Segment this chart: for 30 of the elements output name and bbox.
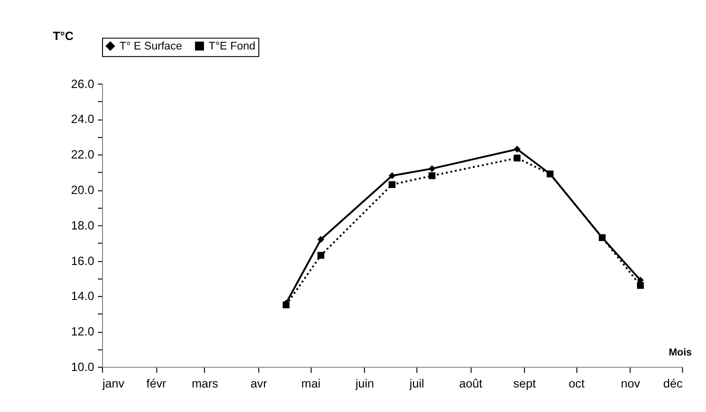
y-tick-label: 12.0 xyxy=(70,324,95,339)
x-tick-label: juin xyxy=(354,376,374,391)
point xyxy=(637,282,644,289)
legend-label: T° E Surface xyxy=(120,40,182,53)
x-axis-title: Mois xyxy=(668,347,692,358)
x-tick-label: avr xyxy=(250,376,268,391)
y-tick-label: 10.0 xyxy=(70,360,95,374)
x-tick-label: août xyxy=(459,376,483,391)
x-tick-label: nov xyxy=(620,376,640,391)
point xyxy=(388,181,396,188)
y-tick-label: 18.0 xyxy=(70,218,95,232)
y-tick-label: 14.0 xyxy=(70,289,95,304)
x-tick-label: oct xyxy=(568,376,586,391)
x-tick-label: mai xyxy=(301,376,321,391)
x-tick-label: janv xyxy=(102,376,124,391)
point xyxy=(317,252,324,259)
point xyxy=(514,154,521,162)
x-tick-label: mars xyxy=(192,376,218,391)
x-tick-label: févr xyxy=(146,376,166,391)
legend-label: T°E Fond xyxy=(208,40,256,53)
point xyxy=(428,172,436,180)
x-tick-label: déc xyxy=(663,376,683,391)
y-tick-label: 26.0 xyxy=(70,76,95,91)
y-axis-title: T°C xyxy=(52,29,74,44)
x-tick-label: juil xyxy=(408,376,424,391)
y-tick-label: 16.0 xyxy=(70,254,95,268)
y-tick-label: 22.0 xyxy=(70,148,95,162)
x-tick-label: sept xyxy=(513,376,536,391)
y-tick-label: 20.0 xyxy=(70,183,95,198)
y-tick-label: 24.0 xyxy=(70,112,95,126)
